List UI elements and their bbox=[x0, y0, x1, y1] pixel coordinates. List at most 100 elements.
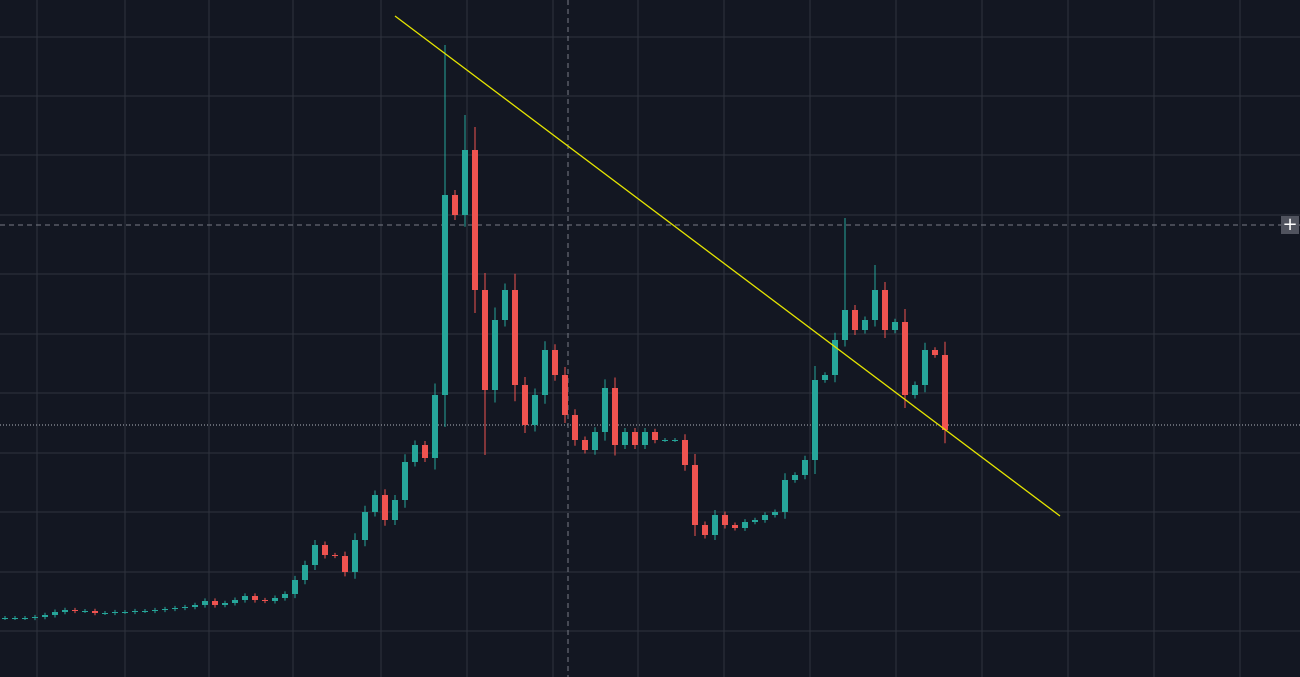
candle-up bbox=[102, 613, 108, 614]
candle-up bbox=[542, 350, 548, 395]
candle-down bbox=[512, 290, 518, 385]
candle-up bbox=[432, 395, 438, 458]
candle-up bbox=[232, 600, 238, 603]
candle-up bbox=[122, 612, 128, 613]
candle-up bbox=[442, 195, 448, 395]
candle-down bbox=[322, 545, 328, 555]
trendline bbox=[394, 15, 1061, 517]
candle-down bbox=[652, 432, 658, 440]
candle-up bbox=[402, 462, 408, 500]
candle-up bbox=[802, 460, 808, 475]
candle-down bbox=[522, 385, 528, 425]
candle-down bbox=[732, 525, 738, 528]
candle-down bbox=[212, 601, 218, 605]
candle-down bbox=[852, 310, 858, 330]
candle-up bbox=[42, 615, 48, 617]
candle-up bbox=[862, 320, 868, 330]
candle-up bbox=[712, 515, 718, 535]
candle-down bbox=[452, 195, 458, 215]
candle-up bbox=[792, 475, 798, 480]
candle-down bbox=[92, 611, 98, 613]
candle-up bbox=[602, 388, 608, 432]
candle-up bbox=[192, 605, 198, 607]
candle-up bbox=[752, 520, 758, 522]
candle-up bbox=[842, 310, 848, 340]
candle-down bbox=[632, 432, 638, 445]
candle-down bbox=[342, 556, 348, 572]
candle-up bbox=[182, 607, 188, 608]
candle-up bbox=[762, 515, 768, 520]
candle-up bbox=[22, 618, 28, 619]
candle-up bbox=[242, 596, 248, 600]
candle-down bbox=[552, 350, 558, 375]
candle-up bbox=[2, 618, 8, 619]
candle-up bbox=[782, 480, 788, 512]
candle-up bbox=[152, 610, 158, 611]
candle-up bbox=[462, 150, 468, 215]
candle-down bbox=[252, 596, 258, 600]
candle-up bbox=[82, 611, 88, 612]
candle-up bbox=[132, 611, 138, 612]
candle-up bbox=[412, 445, 418, 462]
candle-up bbox=[372, 495, 378, 512]
candle-down bbox=[72, 610, 78, 611]
candle-up bbox=[912, 385, 918, 395]
candle-up bbox=[622, 432, 628, 445]
candle-down bbox=[902, 322, 908, 395]
candle-up bbox=[142, 611, 148, 612]
candle-up bbox=[392, 500, 398, 520]
candle-up bbox=[162, 609, 168, 610]
candle-up bbox=[202, 601, 208, 605]
candle-up bbox=[672, 440, 678, 441]
candle-up bbox=[292, 580, 298, 594]
candle-down bbox=[682, 440, 688, 465]
candle-up bbox=[112, 612, 118, 613]
candle-up bbox=[62, 610, 68, 612]
candle-up bbox=[892, 322, 898, 330]
candle-up bbox=[492, 320, 498, 390]
candle-up bbox=[772, 512, 778, 515]
candle-up bbox=[12, 618, 18, 619]
candle-up bbox=[352, 540, 358, 572]
candle-down bbox=[882, 290, 888, 330]
candle-down bbox=[572, 415, 578, 440]
candle-up bbox=[662, 440, 668, 441]
candle-up bbox=[502, 290, 508, 320]
candle-down bbox=[692, 465, 698, 525]
candle-down bbox=[262, 600, 268, 601]
candle-down bbox=[382, 495, 388, 520]
add-alert-plus-button[interactable]: + bbox=[1281, 216, 1299, 234]
candle-down bbox=[722, 515, 728, 525]
candle-down bbox=[422, 445, 428, 458]
candle-up bbox=[312, 545, 318, 565]
candle-up bbox=[362, 512, 368, 540]
candle-up bbox=[812, 380, 818, 460]
candle-up bbox=[742, 522, 748, 528]
candle-up bbox=[822, 375, 828, 380]
candle-down bbox=[562, 375, 568, 415]
candle-up bbox=[32, 617, 38, 618]
candle-up bbox=[832, 340, 838, 375]
candle-up bbox=[642, 432, 648, 445]
candle-down bbox=[482, 290, 488, 390]
candle-up bbox=[52, 612, 58, 615]
candle-up bbox=[922, 350, 928, 385]
candle-up bbox=[872, 290, 878, 320]
candle-down bbox=[942, 355, 948, 430]
candle-up bbox=[302, 565, 308, 580]
candle-up bbox=[222, 603, 228, 605]
candle-down bbox=[702, 525, 708, 535]
candle-up bbox=[172, 608, 178, 609]
candle-up bbox=[282, 594, 288, 598]
candle-down bbox=[612, 388, 618, 445]
candle-down bbox=[332, 555, 338, 556]
candle-up bbox=[532, 395, 538, 425]
candle-up bbox=[272, 598, 278, 601]
candle-down bbox=[472, 150, 478, 290]
candle-down bbox=[582, 440, 588, 450]
candle-up bbox=[592, 432, 598, 450]
candle-down bbox=[932, 350, 938, 355]
plus-icon: + bbox=[1282, 214, 1298, 235]
